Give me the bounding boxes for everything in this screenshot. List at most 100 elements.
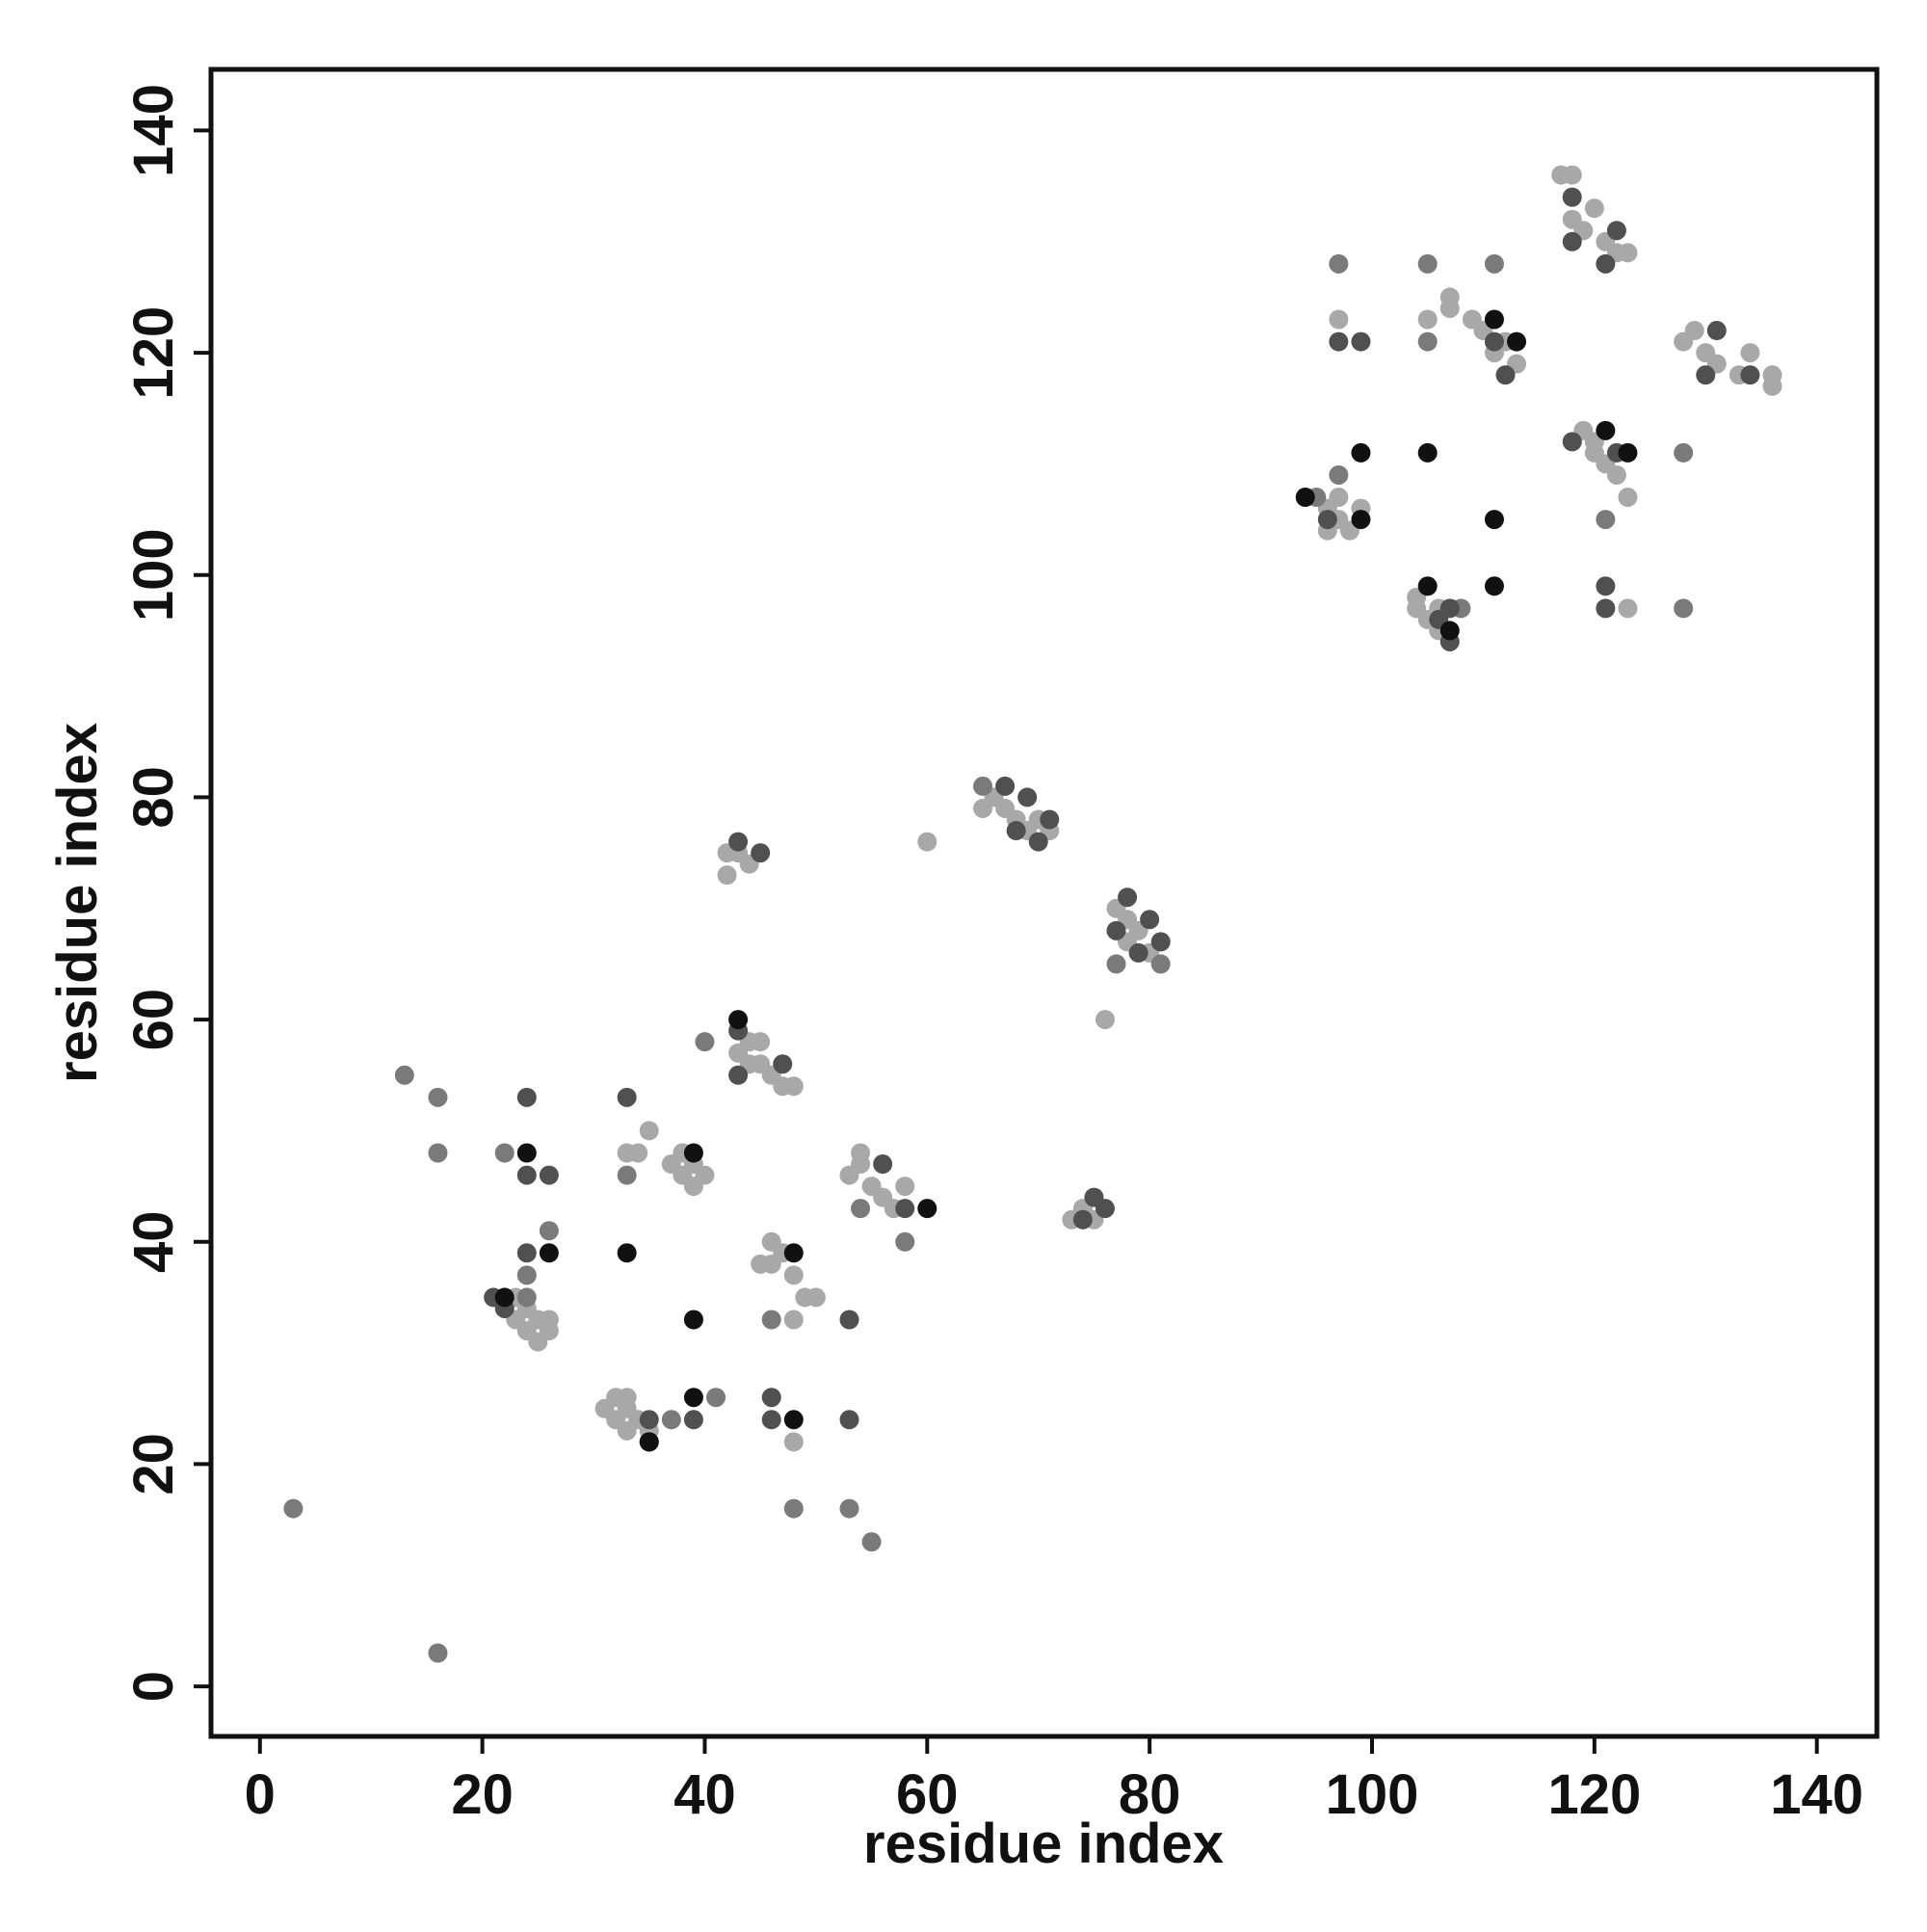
y-tick-label: 60 (122, 989, 185, 1051)
contact-point (1696, 365, 1716, 385)
contact-point (1329, 253, 1349, 274)
contact-point (1150, 954, 1171, 974)
contact-point (728, 1065, 749, 1085)
y-tick-label: 120 (122, 306, 185, 400)
contact-point (1562, 165, 1582, 185)
contact-point (617, 1087, 637, 1107)
contact-point (1484, 576, 1504, 596)
contact-point (728, 832, 749, 852)
contact-point (283, 1498, 304, 1519)
contact-point (639, 1410, 659, 1430)
contact-point (1417, 309, 1438, 330)
contact-point (1329, 331, 1349, 352)
contact-point (528, 1332, 548, 1352)
contact-point (516, 1165, 537, 1185)
contact-point (1562, 187, 1582, 207)
contact-point (783, 1410, 804, 1430)
contact-point (516, 1087, 537, 1107)
contact-point (683, 1410, 703, 1430)
contact-point (783, 1265, 804, 1285)
contact-point (761, 1310, 781, 1330)
contact-point (1150, 932, 1171, 952)
contact-point (1118, 887, 1138, 908)
contact-point (1684, 321, 1704, 341)
contact-point (661, 1410, 681, 1430)
contact-point (861, 1532, 882, 1552)
contact-point (1596, 576, 1616, 596)
contact-point (1507, 331, 1527, 352)
y-tick-label: 100 (122, 528, 185, 622)
contact-point (1351, 331, 1371, 352)
contact-point (851, 1199, 871, 1219)
contact-point (1351, 442, 1371, 463)
contact-point (1439, 621, 1460, 641)
contact-point (1329, 309, 1349, 330)
y-tick-label: 80 (122, 766, 185, 829)
contact-point (751, 843, 771, 863)
contact-point (783, 1243, 804, 1263)
contact-point (1006, 821, 1026, 841)
y-tick-label: 40 (122, 1211, 185, 1274)
contact-point (494, 1143, 515, 1163)
contact-point (839, 1410, 859, 1430)
contact-point (917, 832, 937, 852)
contact-point (851, 1143, 871, 1163)
contact-point (1596, 510, 1616, 530)
x-tick-label: 20 (451, 1763, 514, 1826)
contact-point (1495, 365, 1516, 385)
contact-point (516, 1287, 537, 1308)
contact-point (1417, 331, 1438, 352)
contact-point (1740, 343, 1760, 363)
contact-point (1484, 510, 1504, 530)
contact-point (516, 1143, 537, 1163)
contact-point (783, 1310, 804, 1330)
contact-point (539, 1221, 559, 1241)
contact-point (539, 1310, 559, 1330)
contact-point (773, 1054, 793, 1074)
contact-point (1562, 231, 1582, 251)
x-tick-label: 80 (1119, 1763, 1181, 1826)
contact-point (973, 776, 993, 796)
contact-point (1562, 432, 1582, 452)
x-tick-label: 40 (673, 1763, 736, 1826)
contact-point (1762, 376, 1782, 396)
x-tick-label: 120 (1547, 1763, 1641, 1826)
contact-point (1072, 1209, 1093, 1230)
contact-point (706, 1388, 726, 1408)
contact-point (1417, 253, 1438, 274)
contact-point (617, 1388, 637, 1408)
contact-point (783, 1498, 804, 1519)
contact-point (1706, 321, 1727, 341)
contact-point (1674, 598, 1694, 619)
contact-point (1618, 598, 1638, 619)
contact-point (1106, 920, 1126, 940)
contact-point (617, 1143, 637, 1163)
contact-point (683, 1143, 703, 1163)
contact-point (895, 1177, 915, 1197)
contact-point (1484, 253, 1504, 274)
contact-point (783, 1432, 804, 1452)
y-axis-label: residue index (46, 723, 109, 1083)
contact-point (1329, 464, 1349, 485)
contact-point (1140, 910, 1160, 930)
contact-point (683, 1310, 703, 1330)
contact-point (1017, 787, 1038, 807)
contact-point (1040, 809, 1060, 830)
contact-point (1439, 598, 1460, 619)
y-tick-label: 20 (122, 1433, 185, 1495)
contact-point (639, 1121, 659, 1141)
contact-point (539, 1165, 559, 1185)
contact-point (1484, 309, 1504, 330)
contact-point (1351, 510, 1371, 530)
contact-point (1618, 442, 1638, 463)
x-tick-label: 60 (896, 1763, 959, 1826)
contact-point (1584, 198, 1604, 219)
contact-point (895, 1231, 915, 1252)
contact-point (1596, 420, 1616, 440)
contact-point (873, 1154, 893, 1175)
contact-point (617, 1243, 637, 1263)
contact-point (1596, 253, 1616, 274)
contact-point (761, 1388, 781, 1408)
contact-point (494, 1287, 515, 1308)
